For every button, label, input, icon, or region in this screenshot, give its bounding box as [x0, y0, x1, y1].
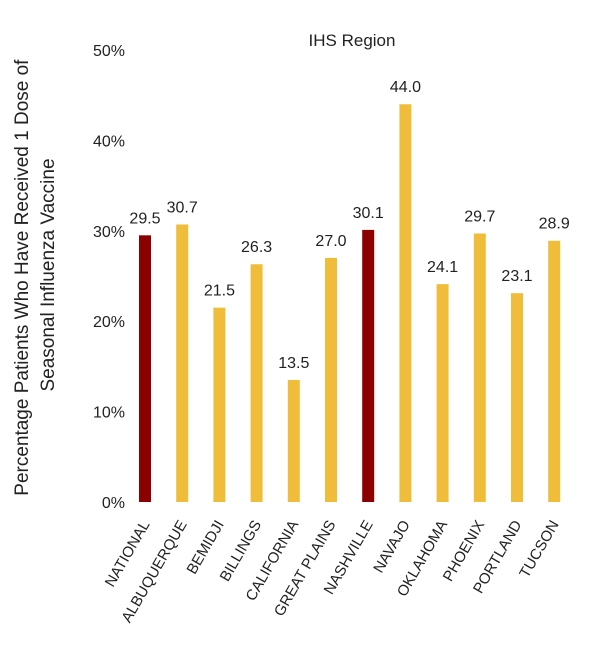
- bar: [250, 264, 263, 502]
- data-label: 23.1: [501, 268, 532, 285]
- bar: [548, 240, 561, 502]
- chart-title: IHS Region: [309, 31, 396, 50]
- data-label: 28.9: [539, 216, 570, 233]
- bar: [399, 104, 412, 503]
- y-tick-label: 20%: [93, 314, 125, 331]
- bar: [325, 257, 337, 502]
- data-label: 44.0: [390, 79, 421, 96]
- y-tick-label: 10%: [93, 405, 125, 422]
- bars: [139, 104, 561, 503]
- data-label: 30.1: [353, 205, 384, 222]
- y-axis-label: Percentage Patients Who Have Received 1 …: [12, 54, 59, 495]
- data-label: 21.5: [204, 283, 235, 300]
- data-label: 29.5: [129, 210, 160, 227]
- x-axis: NATIONALALBUQUERQUEBEMIDJIBILLINGSCALIFO…: [102, 517, 563, 625]
- data-label: 30.7: [167, 199, 198, 216]
- y-axis-label-line-2: Seasonal Influenza Vaccine: [38, 158, 59, 391]
- y-tick-label: 40%: [93, 133, 125, 150]
- data-label: 27.0: [315, 233, 346, 250]
- y-tick-label: 50%: [93, 43, 125, 60]
- data-label: 26.3: [241, 239, 272, 256]
- bar: [362, 229, 375, 502]
- y-tick-label: 0%: [102, 495, 125, 512]
- y-axis-label-line-1: Percentage Patients Who Have Received 1 …: [12, 59, 33, 496]
- data-labels: 29.5 30.7 21.5 26.3 13.5 27.0 30.1 44.0 24.1 29.7…: [129, 79, 569, 372]
- bar: [511, 293, 523, 502]
- y-tick-label: 30%: [93, 224, 125, 241]
- bar: [287, 379, 300, 502]
- bar: [436, 284, 449, 502]
- bar: [176, 224, 189, 503]
- data-label: 24.1: [427, 259, 458, 276]
- y-axis: 0% 10% 20% 30% 40% 50%: [93, 43, 125, 512]
- bar: [213, 307, 226, 502]
- data-label: 13.5: [278, 355, 309, 372]
- data-label: 29.7: [464, 209, 495, 226]
- bar: [139, 235, 151, 502]
- bar: [473, 233, 486, 502]
